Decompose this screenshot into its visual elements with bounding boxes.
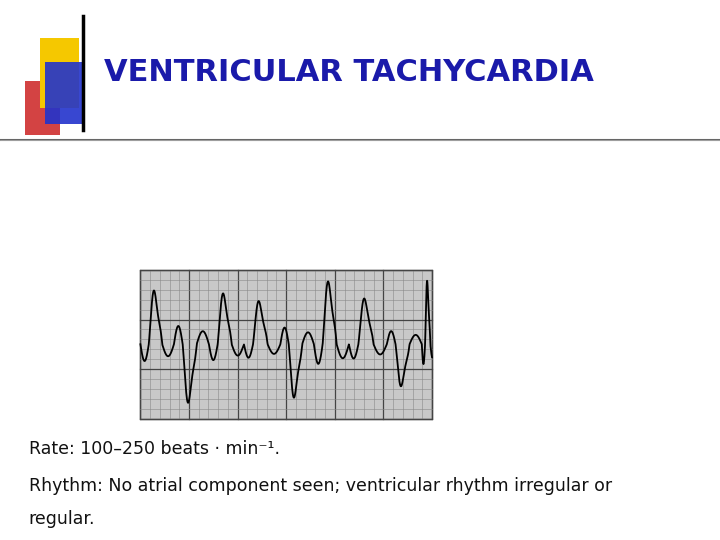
Bar xyxy=(45,62,82,124)
Bar xyxy=(40,38,79,108)
Text: VENTRICULAR TACHYCARDIA: VENTRICULAR TACHYCARDIA xyxy=(104,58,594,87)
Bar xyxy=(25,81,60,135)
Text: regular.: regular. xyxy=(29,510,95,528)
Text: Rate: 100–250 beats · min⁻¹.: Rate: 100–250 beats · min⁻¹. xyxy=(29,440,280,458)
Bar xyxy=(140,270,432,418)
Text: Rhythm: No atrial component seen; ventricular rhythm irregular or: Rhythm: No atrial component seen; ventri… xyxy=(29,477,612,495)
